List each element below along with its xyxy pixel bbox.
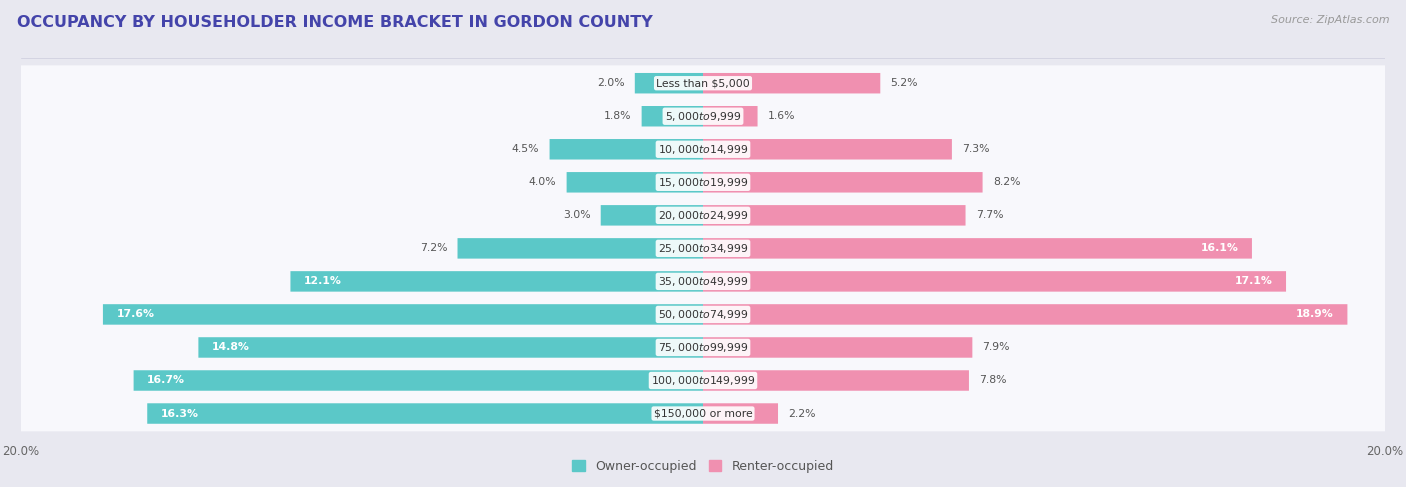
- Text: 18.9%: 18.9%: [1296, 309, 1334, 319]
- Text: 7.3%: 7.3%: [962, 144, 990, 154]
- Text: 7.7%: 7.7%: [976, 210, 1004, 220]
- FancyBboxPatch shape: [148, 403, 703, 424]
- FancyBboxPatch shape: [457, 238, 703, 259]
- FancyBboxPatch shape: [703, 139, 952, 160]
- FancyBboxPatch shape: [703, 106, 758, 127]
- FancyBboxPatch shape: [15, 165, 1391, 200]
- Text: 7.9%: 7.9%: [983, 342, 1010, 353]
- FancyBboxPatch shape: [134, 370, 703, 391]
- FancyBboxPatch shape: [703, 73, 880, 94]
- Text: 17.6%: 17.6%: [117, 309, 155, 319]
- Text: Source: ZipAtlas.com: Source: ZipAtlas.com: [1271, 15, 1389, 25]
- Text: $10,000 to $14,999: $10,000 to $14,999: [658, 143, 748, 156]
- Text: 5.2%: 5.2%: [890, 78, 918, 88]
- Text: OCCUPANCY BY HOUSEHOLDER INCOME BRACKET IN GORDON COUNTY: OCCUPANCY BY HOUSEHOLDER INCOME BRACKET …: [17, 15, 652, 30]
- FancyBboxPatch shape: [703, 370, 969, 391]
- Text: $50,000 to $74,999: $50,000 to $74,999: [658, 308, 748, 321]
- Text: Less than $5,000: Less than $5,000: [657, 78, 749, 88]
- FancyBboxPatch shape: [291, 271, 703, 292]
- FancyBboxPatch shape: [15, 131, 1391, 167]
- Text: 4.5%: 4.5%: [512, 144, 540, 154]
- FancyBboxPatch shape: [15, 330, 1391, 365]
- Text: $150,000 or more: $150,000 or more: [654, 409, 752, 418]
- FancyBboxPatch shape: [703, 271, 1286, 292]
- FancyBboxPatch shape: [636, 73, 703, 94]
- Text: 16.1%: 16.1%: [1201, 244, 1239, 253]
- Text: 16.7%: 16.7%: [148, 375, 186, 386]
- Text: $15,000 to $19,999: $15,000 to $19,999: [658, 176, 748, 189]
- Text: $25,000 to $34,999: $25,000 to $34,999: [658, 242, 748, 255]
- FancyBboxPatch shape: [15, 230, 1391, 266]
- FancyBboxPatch shape: [703, 304, 1347, 325]
- FancyBboxPatch shape: [567, 172, 703, 192]
- Text: 14.8%: 14.8%: [212, 342, 250, 353]
- Text: 4.0%: 4.0%: [529, 177, 557, 187]
- Text: 8.2%: 8.2%: [993, 177, 1021, 187]
- FancyBboxPatch shape: [703, 403, 778, 424]
- Text: 17.1%: 17.1%: [1234, 277, 1272, 286]
- Text: $20,000 to $24,999: $20,000 to $24,999: [658, 209, 748, 222]
- FancyBboxPatch shape: [103, 304, 703, 325]
- Text: 12.1%: 12.1%: [304, 277, 342, 286]
- FancyBboxPatch shape: [600, 205, 703, 225]
- FancyBboxPatch shape: [15, 98, 1391, 134]
- Text: $100,000 to $149,999: $100,000 to $149,999: [651, 374, 755, 387]
- FancyBboxPatch shape: [15, 363, 1391, 398]
- Legend: Owner-occupied, Renter-occupied: Owner-occupied, Renter-occupied: [568, 455, 838, 478]
- FancyBboxPatch shape: [15, 263, 1391, 299]
- FancyBboxPatch shape: [703, 172, 983, 192]
- Text: 2.2%: 2.2%: [789, 409, 815, 418]
- Text: $35,000 to $49,999: $35,000 to $49,999: [658, 275, 748, 288]
- FancyBboxPatch shape: [550, 139, 703, 160]
- Text: 1.6%: 1.6%: [768, 111, 796, 121]
- Text: 16.3%: 16.3%: [160, 409, 198, 418]
- Text: 3.0%: 3.0%: [562, 210, 591, 220]
- FancyBboxPatch shape: [15, 297, 1391, 332]
- FancyBboxPatch shape: [703, 337, 973, 358]
- FancyBboxPatch shape: [703, 205, 966, 225]
- Text: $75,000 to $99,999: $75,000 to $99,999: [658, 341, 748, 354]
- FancyBboxPatch shape: [15, 198, 1391, 233]
- FancyBboxPatch shape: [15, 65, 1391, 101]
- FancyBboxPatch shape: [641, 106, 703, 127]
- Text: 1.8%: 1.8%: [605, 111, 631, 121]
- FancyBboxPatch shape: [703, 238, 1251, 259]
- Text: 2.0%: 2.0%: [598, 78, 624, 88]
- Text: $5,000 to $9,999: $5,000 to $9,999: [665, 110, 741, 123]
- Text: 7.2%: 7.2%: [420, 244, 447, 253]
- FancyBboxPatch shape: [198, 337, 703, 358]
- FancyBboxPatch shape: [15, 396, 1391, 431]
- Text: 7.8%: 7.8%: [979, 375, 1007, 386]
